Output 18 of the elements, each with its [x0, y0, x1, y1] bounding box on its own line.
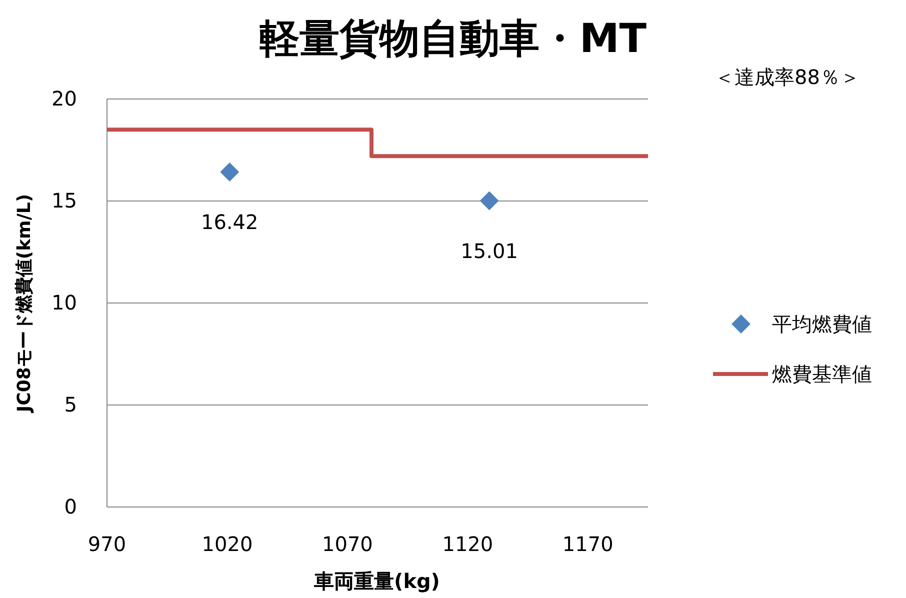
x-tick-label: 1070: [322, 532, 373, 556]
legend-label: 燃費基準値: [772, 362, 872, 386]
y-tick-label: 10: [52, 290, 77, 314]
x-axis-title: 車両重量(kg): [313, 569, 440, 593]
y-tick-label: 20: [52, 86, 77, 110]
y-tick-label: 0: [64, 494, 77, 518]
x-tick-label: 1120: [442, 532, 494, 556]
y-axis-title: JC08モード燃費値(km/L): [14, 194, 35, 414]
chart-title: 軽量貨物自動車・MT: [259, 16, 648, 62]
data-label: 15.01: [460, 238, 518, 263]
legend-label: 平均燃費値: [772, 312, 872, 336]
y-tick-label: 5: [64, 392, 77, 416]
text: ＜達成率88％＞: [714, 65, 860, 89]
x-tick-label: 1020: [202, 532, 253, 556]
x-tick-label: 1170: [562, 532, 614, 556]
y-tick-label: 15: [52, 188, 77, 212]
data-label: 16.42: [200, 210, 258, 234]
x-tick-label: 970: [88, 532, 126, 556]
